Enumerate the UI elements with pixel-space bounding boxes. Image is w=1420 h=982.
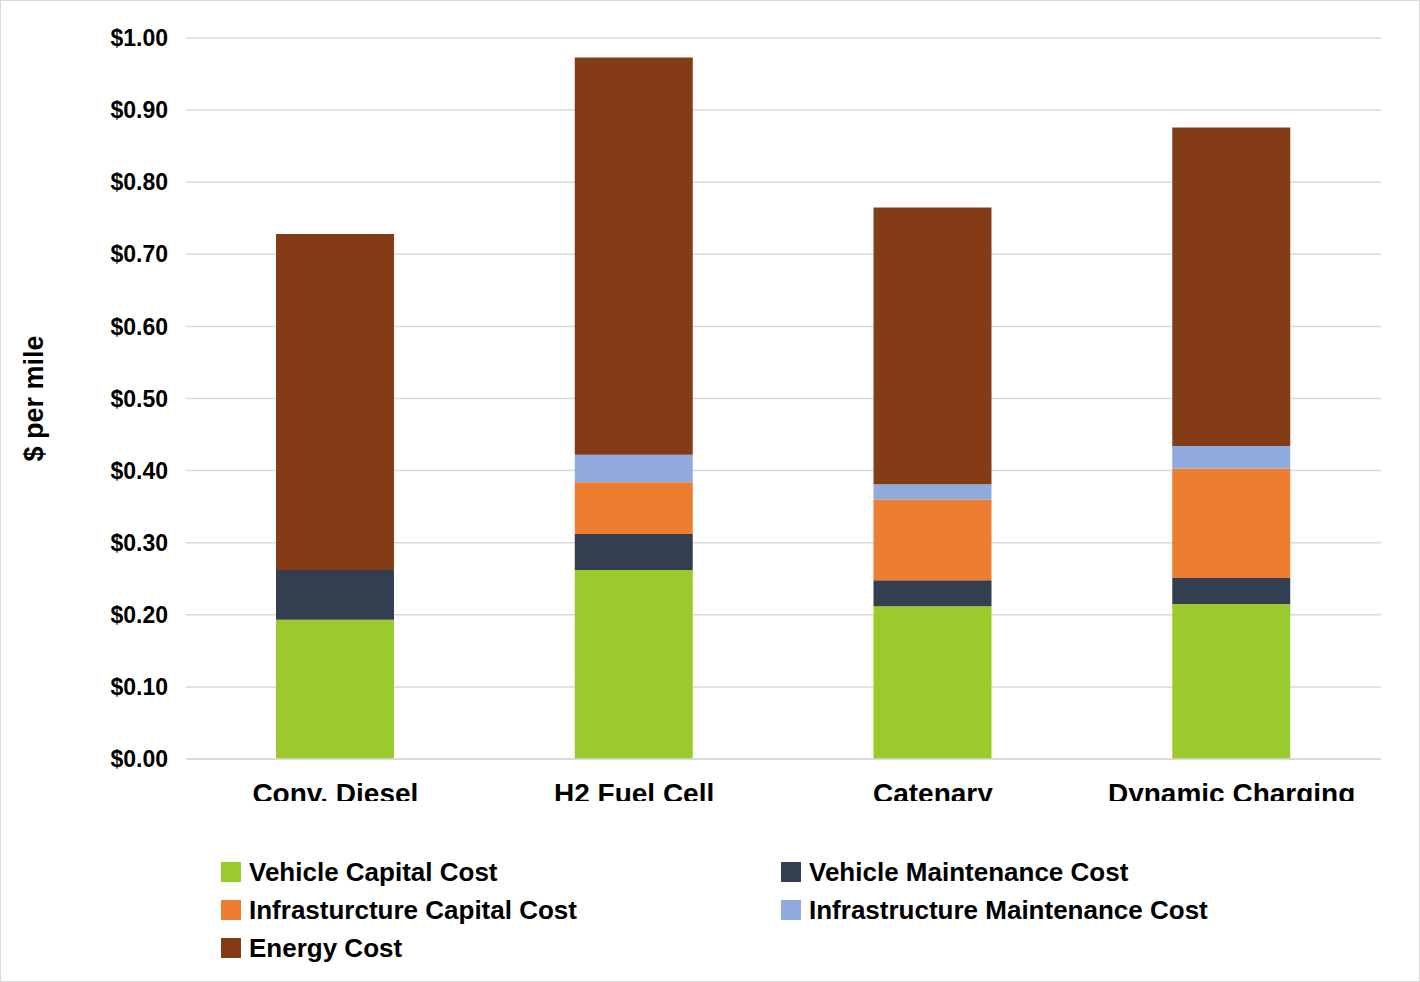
svg-text:H2 Fuel Cell: H2 Fuel Cell bbox=[554, 778, 714, 801]
svg-text:$0.60: $0.60 bbox=[110, 314, 168, 340]
svg-text:$0.00: $0.00 bbox=[110, 746, 168, 772]
svg-text:$1.00: $1.00 bbox=[110, 25, 168, 51]
html-text:Vehicle Capital Cost: Vehicle Capital Cost bbox=[249, 856, 498, 887]
svg-text:Conv. Diesel: Conv. Diesel bbox=[252, 778, 418, 801]
svg-text:$0.40: $0.40 bbox=[110, 458, 168, 484]
html-text:Infrastructure Maintenance Cos: Infrastructure Maintenance Cost bbox=[809, 894, 1208, 925]
svg-text:Catenary: Catenary bbox=[873, 778, 993, 801]
html-text:Infrasturcture Capital Cost: Infrasturcture Capital Cost bbox=[249, 894, 577, 925]
svg-text:$0.10: $0.10 bbox=[110, 674, 168, 700]
svg-text:$0.50: $0.50 bbox=[110, 386, 168, 412]
svg-text:$ per mile: $ per mile bbox=[19, 335, 49, 461]
svg-text:$0.20: $0.20 bbox=[110, 602, 168, 628]
svg-text:$0.70: $0.70 bbox=[110, 241, 168, 267]
svg-text:$0.80: $0.80 bbox=[110, 169, 168, 195]
html-text:Energy Cost: Energy Cost bbox=[249, 932, 403, 963]
svg-text:$0.30: $0.30 bbox=[110, 530, 168, 556]
html-text:Vehicle Maintenance Cost: Vehicle Maintenance Cost bbox=[809, 856, 1129, 887]
svg-text:$0.90: $0.90 bbox=[110, 97, 168, 123]
svg-text:Dynamic Charging: Dynamic Charging bbox=[1108, 778, 1355, 801]
